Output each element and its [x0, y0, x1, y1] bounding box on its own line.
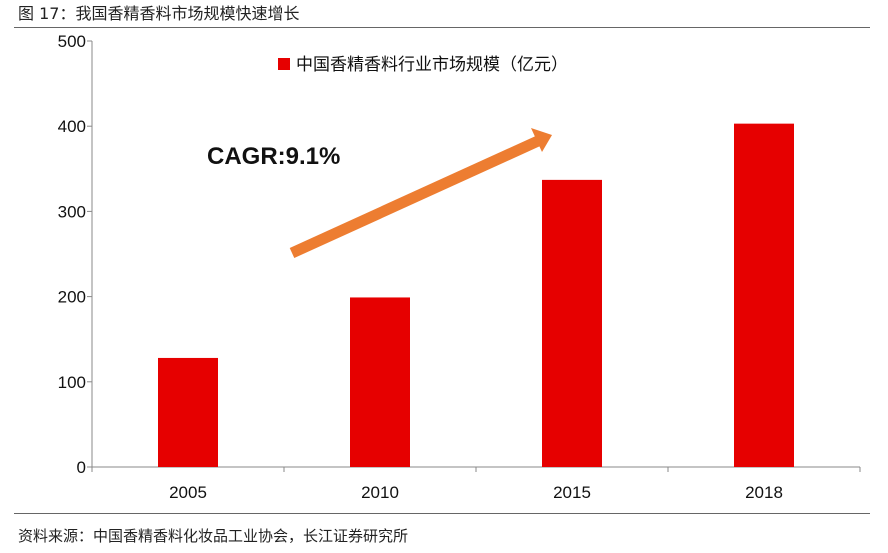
- legend-swatch: [278, 58, 290, 70]
- y-tick-label: 100: [58, 373, 86, 392]
- figure-title: 图 17：我国香精香料市场规模快速增长: [18, 4, 300, 23]
- cagr-label: CAGR:9.1%: [207, 143, 340, 170]
- y-tick-label: 300: [58, 202, 86, 221]
- bar-2018: [734, 123, 794, 468]
- bottom-divider: [14, 513, 870, 514]
- chart-legend: 中国香精香料行业市场规模（亿元）: [278, 55, 568, 75]
- bar-2015: [542, 179, 602, 467]
- top-divider: [14, 27, 870, 28]
- y-tick-label: 400: [58, 117, 86, 136]
- y-tick-label: 0: [77, 458, 86, 477]
- x-tick-label: 2005: [169, 483, 207, 502]
- bar-2005: [158, 357, 218, 467]
- x-tick-label: 2018: [745, 483, 783, 502]
- y-tick-label: 200: [58, 288, 86, 307]
- cagr-arrow-head: [531, 128, 552, 152]
- chart-axes: 0 100 200 300 400 500 2005 2010 2015 2018: [58, 32, 861, 502]
- source-note: 资料来源：中国香精香料化妆品工业协会，长江证券研究所: [18, 527, 409, 545]
- cagr-annotation: CAGR:9.1%: [207, 128, 552, 259]
- chart-bars: [158, 123, 794, 468]
- y-tick-label: 500: [58, 32, 86, 51]
- x-tick-label: 2015: [553, 483, 591, 502]
- legend-label: 中国香精香料行业市场规模（亿元）: [296, 55, 568, 75]
- x-tick-label: 2010: [361, 483, 399, 502]
- bar-2010: [350, 297, 410, 467]
- cagr-arrow: [289, 135, 541, 259]
